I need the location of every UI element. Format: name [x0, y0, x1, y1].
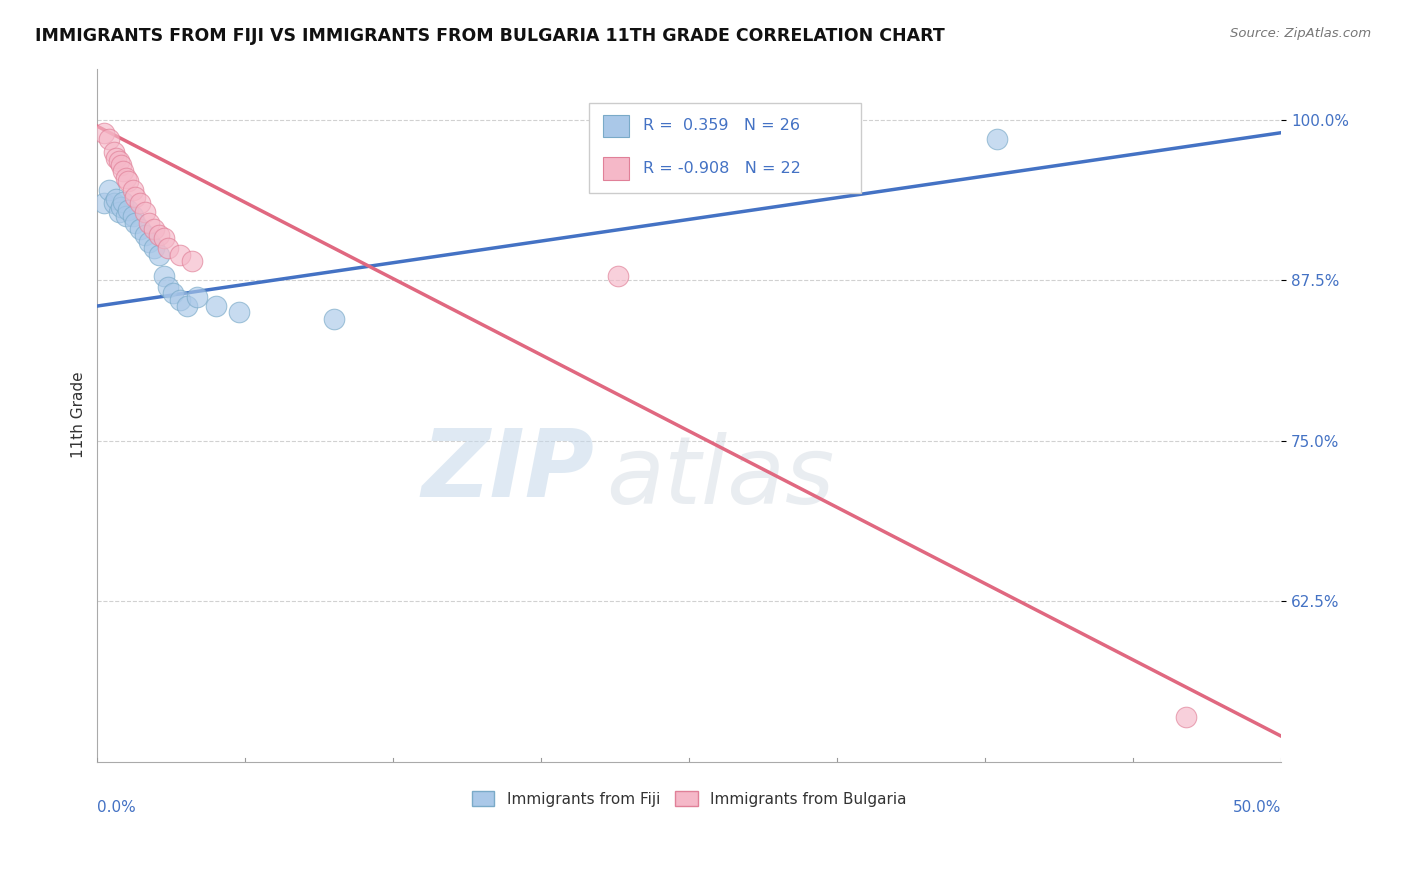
Text: IMMIGRANTS FROM FIJI VS IMMIGRANTS FROM BULGARIA 11TH GRADE CORRELATION CHART: IMMIGRANTS FROM FIJI VS IMMIGRANTS FROM … [35, 27, 945, 45]
Point [114, 170, 136, 185]
Point [105, 193, 128, 207]
Text: R = -0.908   N = 22: R = -0.908 N = 22 [643, 161, 801, 176]
Point [124, 190, 146, 204]
Point [117, 174, 139, 188]
Text: R =  0.359   N = 26: R = 0.359 N = 26 [643, 119, 800, 134]
Point [607, 269, 630, 284]
Text: Source: ZipAtlas.com: Source: ZipAtlas.com [1230, 27, 1371, 40]
Point [169, 293, 191, 307]
Point [162, 286, 184, 301]
Point [986, 132, 1008, 146]
Text: ZIP: ZIP [422, 425, 595, 516]
Point [98, 184, 121, 198]
Point [143, 222, 166, 236]
Point [103, 145, 125, 159]
Point [121, 184, 143, 198]
Legend: Immigrants from Fiji, Immigrants from Bulgaria: Immigrants from Fiji, Immigrants from Bu… [465, 785, 912, 814]
Point [124, 216, 146, 230]
Point [186, 290, 208, 304]
Point [110, 200, 132, 214]
Point [107, 153, 129, 168]
FancyBboxPatch shape [603, 157, 628, 180]
Point [204, 299, 226, 313]
Point [105, 152, 128, 166]
Point [152, 231, 174, 245]
Point [138, 216, 160, 230]
Point [323, 311, 346, 326]
Point [129, 196, 152, 211]
Point [148, 228, 170, 243]
Point [114, 209, 136, 223]
Point [93, 126, 115, 140]
Point [176, 299, 198, 313]
Text: atlas: atlas [606, 432, 835, 523]
Text: 0.0%: 0.0% [97, 800, 136, 815]
Point [143, 241, 166, 255]
Point [112, 164, 135, 178]
Point [134, 228, 156, 243]
Y-axis label: 11th Grade: 11th Grade [72, 372, 86, 458]
Point [181, 254, 204, 268]
FancyBboxPatch shape [589, 103, 860, 194]
Point [129, 222, 152, 236]
Point [152, 269, 174, 284]
FancyBboxPatch shape [603, 114, 628, 137]
Point [134, 205, 156, 219]
Point [121, 209, 143, 223]
Point [169, 248, 191, 262]
Point [110, 158, 132, 172]
Point [138, 235, 160, 249]
Point [103, 196, 125, 211]
Point [112, 194, 135, 209]
Point [107, 205, 129, 219]
Point [157, 279, 180, 293]
Point [148, 248, 170, 262]
Point [228, 305, 250, 319]
Point [157, 241, 180, 255]
Point [98, 132, 121, 146]
Point [117, 202, 139, 217]
Point [1175, 710, 1198, 724]
Text: 50.0%: 50.0% [1233, 800, 1281, 815]
Point [93, 196, 115, 211]
